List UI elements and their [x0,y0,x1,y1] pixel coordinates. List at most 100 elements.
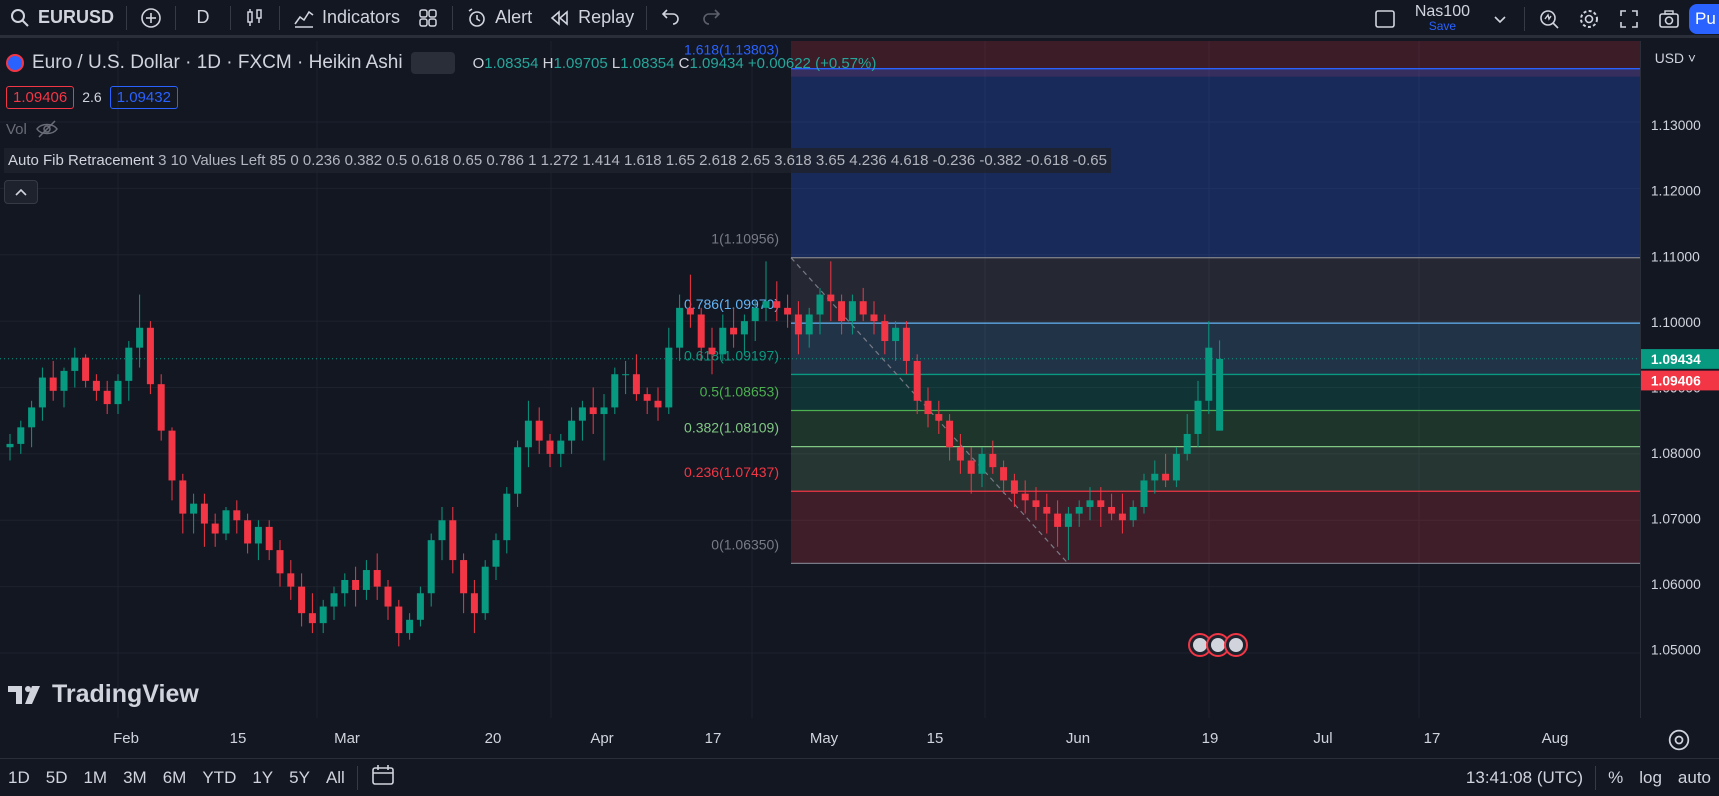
range-3m[interactable]: 3M [123,767,147,787]
layout-name-button[interactable]: Nas100 Save [1405,4,1480,34]
range-5y[interactable]: 5Y [289,767,310,787]
compare-button[interactable] [131,0,171,37]
candle-body [71,357,79,371]
bid-price-tag [1641,370,1719,391]
snapshot-button[interactable] [1649,0,1689,38]
indicators-button[interactable]: Indicators [284,0,408,37]
price-axis[interactable]: USD ˅ 1.13000 1.12000 1.11000 1.10000 1.08000… [1640,41,1719,718]
candle-body [838,301,846,322]
candle-body [1021,493,1029,501]
candle-body [460,560,468,594]
quick-search-icon [1540,10,1559,29]
undo-button[interactable] [651,0,691,37]
quick-search-button[interactable] [1529,0,1569,38]
publish-button[interactable]: Pu [1689,4,1719,34]
range-1m[interactable]: 1M [83,767,108,787]
fib-indicator-legend[interactable]: Auto Fib Retracement 3 10 Values Left 85… [4,148,1111,173]
tradingview-logo[interactable]: TradingView [8,680,199,709]
candle-body [470,593,478,614]
log-toggle[interactable]: log [1639,768,1662,787]
layout-dropdown[interactable] [1480,0,1520,38]
fib-zone [791,491,1640,564]
candle-body [848,301,856,322]
candle-body [1151,473,1159,481]
chart-type-button[interactable] [235,0,275,37]
candle-body [1108,506,1116,514]
legend-toggle-icon[interactable] [410,52,455,74]
time-tick-label: Jun [1066,730,1090,747]
candle-body [730,327,738,335]
candle-body [762,301,770,308]
divider [356,765,358,790]
candle-body [254,526,262,544]
price-tick-label: 1.08000 [1651,445,1701,461]
candle-body [200,503,208,524]
candle-body [1183,433,1191,454]
candle-body [967,460,975,474]
redo-icon [703,8,721,25]
candle-body [1140,480,1148,507]
candle-body [416,593,424,620]
economic-events [1188,633,1248,657]
candle-body [449,520,457,561]
add-circle-icon [141,7,161,28]
candle-body [686,307,694,315]
goto-date-button[interactable] [362,763,404,792]
candle-body [1032,500,1040,507]
collapse-legend-button[interactable] [4,180,38,204]
price-tick-label: 1.13000 [1651,117,1701,133]
candle-body [362,570,370,590]
axis-settings-icon [1668,729,1690,751]
replay-button[interactable]: Replay [540,0,642,37]
symbol-search[interactable]: EURUSD [0,0,122,37]
price-chart[interactable]: 1.618(1.13803)1(1.10956)0.786(1.09970)0.… [0,41,1640,718]
us-flag-event-icon-inner [1229,638,1243,652]
range-6m[interactable]: 6M [162,767,187,787]
low-value: 1.08354 [620,54,675,72]
range-5d[interactable]: 5D [45,767,68,787]
clock[interactable]: 13:41:08 (UTC) [1465,768,1584,787]
range-all[interactable]: All [325,767,345,787]
price-tick-label: 1.12000 [1651,183,1701,199]
candle-body [6,443,14,448]
candle-body [492,540,500,567]
candle-body [751,307,759,322]
time-tick-label: 15 [927,730,944,747]
fib-level-label: 0.382(1.08109) [684,420,779,436]
percent-toggle[interactable]: % [1608,768,1624,787]
candle-body [1118,513,1126,521]
axis-settings-button[interactable] [1665,726,1693,754]
candle-body [1010,480,1018,494]
alert-button[interactable]: Alert [457,0,540,37]
fib-labels: 1.618(1.13803)1(1.10956)0.786(1.09970)0.… [684,42,779,553]
divider [1595,766,1597,790]
settings-button[interactable] [1569,0,1609,38]
fullscreen-button[interactable] [1609,0,1649,38]
legend-title: Euro / U.S. Dollar · 1D · FXCM · Heikin … [32,52,403,73]
time-axis[interactable]: Feb 15 Mar 20 Apr 17 May 15 Jun 19 Jul 17 Aug [0,718,1640,758]
candle-body [190,503,198,514]
candle-body [38,377,46,408]
time-tick-label: May [810,730,839,747]
sell-price-button[interactable]: 1.09406 [6,85,75,109]
templates-button[interactable] [408,0,448,37]
volume-row: Vol [6,114,876,144]
last-price-tag-label: 1.09434 [1651,351,1701,367]
candle-body [395,606,403,634]
interval-button[interactable]: D [180,0,226,37]
range-1y[interactable]: 1Y [252,767,274,787]
candle-body [578,407,586,421]
range-ytd[interactable]: YTD [202,767,237,787]
layout-toggle-button[interactable] [1365,0,1405,38]
candle-body [902,327,910,361]
candle-body [503,493,511,541]
fib-zone [791,410,1640,447]
templates-grid-icon [419,8,437,27]
auto-toggle[interactable]: auto [1677,768,1711,787]
fib-zones [791,41,1640,564]
eye-hidden-icon[interactable] [35,117,59,141]
candle-body [514,447,522,494]
range-1d[interactable]: 1D [8,767,30,787]
redo-button[interactable] [691,0,731,37]
buy-price-button[interactable]: 1.09432 [109,85,178,109]
